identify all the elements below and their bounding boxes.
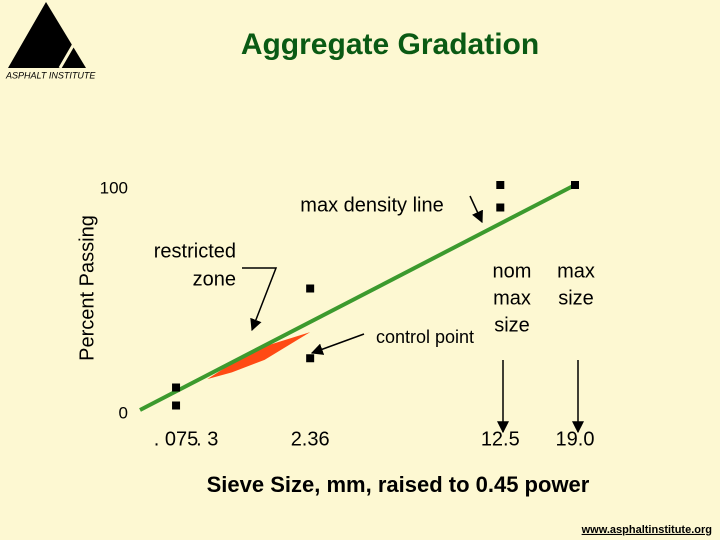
arrow bbox=[469, 195, 483, 224]
x-tick-label: 2.36 bbox=[291, 428, 330, 450]
logo-stripe bbox=[58, 29, 84, 69]
control-point bbox=[306, 354, 315, 363]
annotation: zone bbox=[193, 268, 236, 290]
annotation: nom bbox=[493, 260, 532, 282]
control-point bbox=[496, 181, 505, 189]
annotation: max bbox=[493, 287, 531, 309]
x-axis-title: Sieve Size, mm, raised to 0.45 power bbox=[207, 472, 590, 497]
x-tick-label: . 3 bbox=[196, 428, 218, 450]
arrow bbox=[310, 333, 365, 355]
logo bbox=[8, 2, 86, 68]
x-tick-label: 12.5 bbox=[481, 428, 520, 450]
x-tick-label: 19.0 bbox=[556, 428, 595, 450]
annotation: size bbox=[494, 314, 530, 336]
annotation: control point bbox=[376, 327, 474, 347]
y-tick-label: 100 bbox=[100, 178, 128, 197]
chart-title: Aggregate Gradation bbox=[241, 28, 539, 61]
y-axis-title: Percent Passing bbox=[76, 215, 98, 361]
control-point bbox=[172, 401, 181, 410]
annotation: max bbox=[557, 260, 595, 282]
arrow bbox=[242, 267, 278, 332]
max-density-line bbox=[139, 183, 576, 412]
restricted-zone bbox=[207, 332, 311, 380]
annotation: size bbox=[558, 287, 594, 309]
y-tick-label: 0 bbox=[119, 403, 128, 422]
control-point bbox=[571, 181, 579, 189]
footer-url: www.asphaltinstitute.org bbox=[581, 524, 712, 536]
x-tick-label: . 075 bbox=[154, 428, 198, 450]
logo-text: ASPHALT INSTITUTE bbox=[5, 70, 96, 80]
control-point bbox=[496, 203, 505, 212]
control-point bbox=[172, 383, 181, 392]
header bbox=[0, 0, 720, 78]
annotation: max density line bbox=[300, 194, 443, 216]
annotation: restricted bbox=[154, 240, 236, 262]
control-point bbox=[306, 284, 315, 293]
